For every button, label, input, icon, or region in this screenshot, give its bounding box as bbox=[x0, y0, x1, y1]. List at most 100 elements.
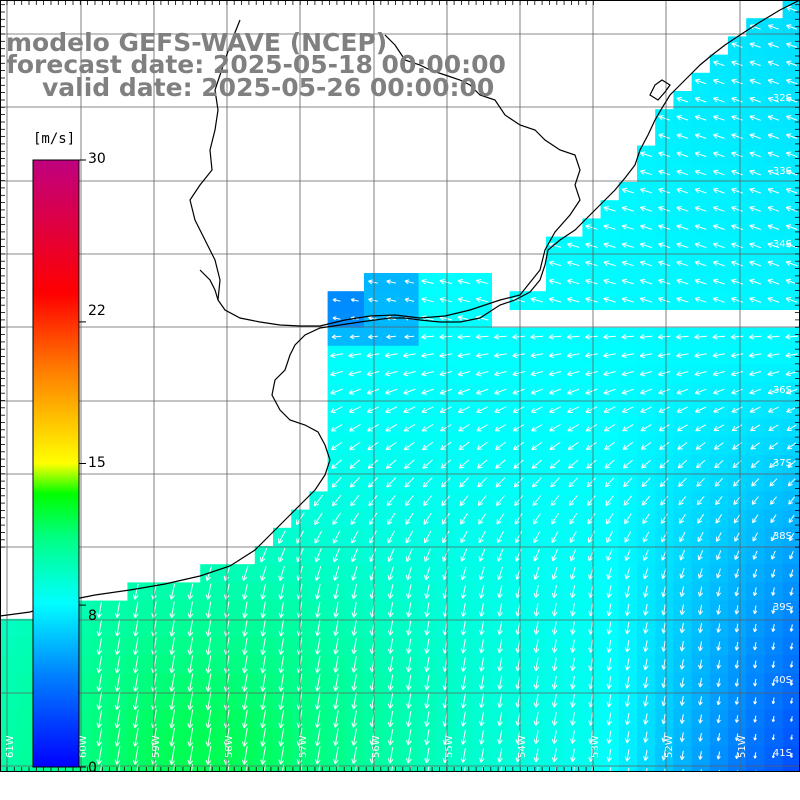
wind-arrow-shaft bbox=[498, 566, 503, 580]
wind-arrow-shaft bbox=[791, 771, 793, 772]
wind-arrow-head bbox=[389, 649, 394, 654]
wind-arrow-shaft bbox=[243, 673, 248, 692]
wind-arrow-shaft bbox=[480, 675, 484, 690]
wind-arrow-head bbox=[769, 484, 775, 487]
wind-arrow-head bbox=[588, 574, 591, 580]
wind-arrow-head bbox=[588, 539, 593, 543]
wind-arrow-shaft bbox=[662, 585, 666, 598]
wind-arrow-head bbox=[658, 389, 663, 394]
wind-arrow-head bbox=[785, 297, 790, 303]
wind-arrow-head bbox=[207, 687, 212, 692]
wind-arrow-head bbox=[731, 279, 736, 285]
wind-arrow-head bbox=[569, 574, 572, 580]
wind-arrow-head bbox=[278, 631, 282, 637]
wind-arrow-head bbox=[786, 242, 792, 245]
wind-arrow-head bbox=[457, 315, 464, 318]
wind-arrow-head bbox=[421, 334, 426, 338]
wind-arrow-head bbox=[532, 500, 535, 506]
wind-arrow-head bbox=[280, 686, 285, 692]
wind-arrow-shaft bbox=[676, 261, 689, 267]
wind-arrow-shaft bbox=[134, 673, 139, 692]
wind-arrow-head bbox=[773, 774, 774, 776]
wind-arrow-shaft bbox=[553, 639, 557, 653]
wind-arrow-shaft bbox=[754, 642, 757, 650]
wind-arrow-shaft bbox=[731, 353, 744, 357]
wind-arrow-head bbox=[424, 666, 427, 672]
wind-arrow-head bbox=[768, 60, 774, 63]
wind-arrow-shaft bbox=[785, 371, 798, 376]
wind-arrow-head bbox=[134, 723, 139, 729]
wind-arrow-head bbox=[570, 592, 573, 598]
wind-arrow-head bbox=[333, 612, 336, 618]
wind-arrow-head bbox=[677, 448, 683, 450]
wind-arrow-head bbox=[624, 719, 628, 725]
wind-arrow-head bbox=[262, 668, 266, 674]
wind-arrow-head bbox=[535, 757, 540, 763]
wind-arrow-head bbox=[151, 723, 154, 729]
wind-arrow-shaft bbox=[386, 298, 397, 302]
wind-arrow-shaft bbox=[227, 764, 230, 772]
wind-arrow-shaft bbox=[605, 513, 614, 525]
wind-arrow-head bbox=[459, 481, 462, 488]
wind-arrow-head bbox=[661, 538, 667, 543]
wind-arrow-shaft bbox=[224, 565, 231, 581]
wind-arrow-head bbox=[749, 225, 754, 230]
wind-arrow-head bbox=[661, 573, 664, 579]
wind-arrow-head bbox=[388, 777, 390, 782]
wind-arrow-shaft bbox=[736, 751, 739, 759]
wind-arrow-head bbox=[494, 374, 500, 377]
wind-arrow-head bbox=[512, 370, 517, 376]
wind-arrow-head bbox=[644, 592, 649, 598]
wind-arrow-head bbox=[658, 243, 663, 248]
wind-arrow-head bbox=[384, 352, 390, 357]
wind-arrow-head bbox=[749, 374, 755, 377]
wind-arrow-shaft bbox=[717, 751, 721, 760]
wind-arrow-shaft bbox=[603, 243, 616, 248]
wind-arrow-head bbox=[661, 683, 664, 688]
wind-arrow-shaft bbox=[695, 115, 707, 121]
wind-arrow-shaft bbox=[735, 586, 739, 597]
wind-arrow-head bbox=[480, 612, 485, 617]
wind-arrow-head bbox=[349, 482, 353, 488]
wind-arrow-head bbox=[116, 760, 121, 765]
wind-arrow-head bbox=[624, 737, 628, 744]
wind-arrow-head bbox=[424, 556, 426, 562]
border-path bbox=[189, 19, 241, 301]
wind-arrow-head bbox=[661, 664, 664, 670]
wind-cell bbox=[746, 764, 765, 772]
wind-arrow-head bbox=[716, 682, 719, 687]
wind-arrow-head bbox=[694, 152, 699, 157]
wind-arrow-head bbox=[588, 738, 591, 744]
wind-arrow-head bbox=[476, 389, 481, 394]
wind-arrow-head bbox=[731, 260, 737, 263]
wind-arrow-head bbox=[658, 297, 664, 299]
wind-arrow-head bbox=[261, 760, 266, 765]
wind-arrow-shaft bbox=[494, 388, 507, 394]
wind-arrow-head bbox=[462, 685, 467, 690]
wind-arrow-head bbox=[439, 278, 445, 282]
wind-cell bbox=[764, 764, 784, 772]
wind-arrow-head bbox=[603, 207, 608, 212]
wind-arrow-shaft bbox=[425, 675, 430, 690]
wind-arrow-head bbox=[678, 484, 684, 487]
wind-arrow-head bbox=[494, 370, 499, 376]
wind-arrow-head bbox=[699, 628, 703, 634]
wind-arrow-shaft bbox=[280, 601, 284, 618]
wind-arrow-shaft bbox=[535, 712, 539, 726]
wind-arrow-head bbox=[225, 631, 230, 637]
wind-arrow-head bbox=[351, 316, 355, 319]
wind-arrow-shaft bbox=[366, 353, 380, 357]
wind-arrow-shaft bbox=[459, 495, 469, 506]
wind-arrow-shaft bbox=[772, 605, 775, 614]
wind-arrow-head bbox=[771, 737, 774, 741]
wind-arrow-head bbox=[644, 701, 649, 707]
wind-arrow-head bbox=[644, 720, 649, 725]
wind-arrow-shaft bbox=[790, 569, 794, 578]
wind-arrow-shaft bbox=[790, 606, 793, 614]
wind-arrow-head bbox=[790, 755, 792, 758]
wind-arrow-head bbox=[713, 133, 719, 136]
wind-arrow-head bbox=[114, 741, 118, 747]
wind-arrow-shaft bbox=[749, 152, 761, 158]
wind-arrow-head bbox=[260, 575, 263, 581]
wind-arrow-shaft bbox=[571, 730, 575, 744]
